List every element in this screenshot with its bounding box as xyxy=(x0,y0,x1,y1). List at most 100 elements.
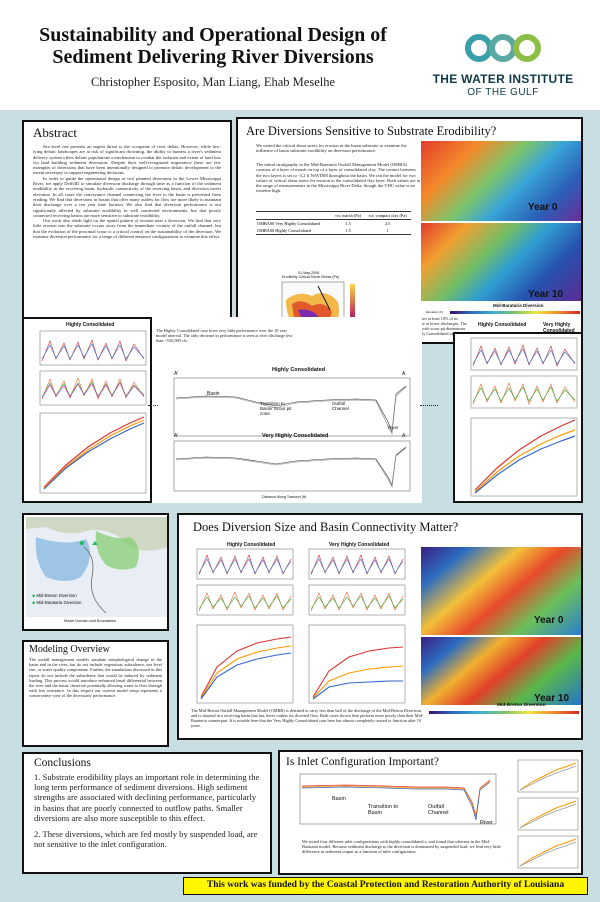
title-line-1: Sustainability and Operational Design of xyxy=(39,24,387,46)
poster-title: Sustainability and Operational Design of… xyxy=(18,24,408,68)
elevation-colorbar xyxy=(450,311,580,314)
table-cell: 1 xyxy=(386,228,389,233)
conclusion-2: 2. These diversions, which are fed mostl… xyxy=(34,829,258,850)
map-title: Erodibility Critical Shear Stress (Pa) xyxy=(282,275,340,279)
transect-hc-title: Highly Consolidated xyxy=(272,367,326,373)
abstract-paragraph-3: Our work also sheds light on the spatial… xyxy=(33,218,221,240)
terrain-year0-image xyxy=(421,141,581,221)
erodibility-stratigraphy: The initial stratigraphy in the Mid-Bara… xyxy=(256,162,421,194)
table-cell: OMBA00 Highly Consolidated xyxy=(257,228,311,233)
erodibility-title: Are Diversions Sensitive to Substrate Er… xyxy=(246,124,497,138)
transect-a-2: A xyxy=(402,433,406,439)
transect-transition-label: Transition to Basin/ Scour pit zone xyxy=(260,401,292,416)
transect-a-prime-1: A' xyxy=(174,371,179,377)
funding-banner: This work was funded by the Coastal Prot… xyxy=(183,877,588,895)
erodibility-intro: We varied the critical shear stress for … xyxy=(256,143,407,154)
table-cell: 2.5 xyxy=(384,221,391,226)
legend-barataria: ◆ Mid-Barataria Diversion xyxy=(32,600,81,606)
inlet-river-label: River xyxy=(480,820,493,826)
inlet-title: Is Inlet Configuration Important? xyxy=(286,756,439,768)
inlet-panel: Is Inlet Configuration Important? Basin … xyxy=(278,750,583,875)
inlet-series-charts xyxy=(517,759,579,869)
abstract-paragraph-1: Sea level rise presents an urgent threat… xyxy=(33,144,221,176)
logo-rings-icon xyxy=(465,34,541,62)
vhc-transect-chart xyxy=(173,440,411,492)
table-header-cell: τcr, marsh (Pa) xyxy=(335,213,361,218)
legend-breton-label: Mid-Breton Diversion xyxy=(36,593,77,598)
size-elevation-colorbar xyxy=(429,711,579,714)
inlet-basin-label: Basin xyxy=(332,796,346,802)
hc-series-title: Highly Consolidated xyxy=(66,322,115,328)
title-line-2: Sediment Delivering River Diversions xyxy=(52,46,374,68)
hc-series-charts xyxy=(39,330,147,494)
size-vhc-title: Very Highly Consolidated xyxy=(329,542,390,548)
transect-xlabel: Distance Along Transect (ft) xyxy=(262,495,307,499)
conclusions-title: Conclusions xyxy=(34,757,91,769)
vhc-series-charts xyxy=(470,337,578,497)
modeling-overview-title: Modeling Overview xyxy=(29,644,110,655)
abstract-title: Abstract xyxy=(33,125,78,140)
legend-barataria-label: Mid-Barataria Diversion xyxy=(36,600,82,605)
table-header-cell: τcr, compact clay (Pa) xyxy=(368,213,407,218)
map-date: 01-May-2008 xyxy=(298,271,320,275)
table-row: OMBA00 Highly Consolidated 1.5 1 xyxy=(256,227,411,235)
elevation-colorbar-label: Elevation (ft) xyxy=(426,310,443,314)
authors: Christopher Esposito, Man Liang, Ehab Me… xyxy=(90,75,336,89)
domain-map-panel: ◆ Mid-Breton Diversion ◆ Mid-Barataria D… xyxy=(22,513,169,631)
abstract-panel: Abstract Sea level rise presents an urge… xyxy=(22,120,232,319)
erodibility-panel: Are Diversions Sensitive to Substrate Er… xyxy=(236,117,583,344)
size-series-charts xyxy=(196,548,406,704)
size-hc-title: Highly Consolidated xyxy=(227,542,276,548)
abstract-paragraph-2: In order to guide the operational design… xyxy=(33,175,221,218)
transect-a-prime-2: A' xyxy=(174,433,179,439)
diversion-size-title: Does Diversion Size and Basin Connectivi… xyxy=(193,520,459,534)
domain-map-caption: Model Domain and Boundaries xyxy=(64,619,117,623)
vhc-right-label: Very Highly Consolidated xyxy=(543,322,575,334)
conclusion-1: 1. Substrate erodibility plays an import… xyxy=(34,772,260,823)
table-row: OMBA00 Very Highly Consolidated 1.5 2.5 xyxy=(256,220,411,228)
transect-outfall-label: Outfall Channel xyxy=(332,401,349,411)
logo-line-1: THE WATER INSTITUTE xyxy=(432,72,574,86)
erodibility-table: τcr, marsh (Pa) τcr, compact clay (Pa) O… xyxy=(256,211,411,235)
hc-performance-text: The Highly Consolidated case loses very … xyxy=(156,328,293,343)
poster-header: Sustainability and Operational Design of… xyxy=(0,0,600,110)
year0-label: Year 0 xyxy=(528,202,558,213)
transect-a-1: A xyxy=(402,371,406,377)
conclusions-panel: Conclusions 1. Substrate erodibility pla… xyxy=(22,752,272,874)
connector-left xyxy=(148,405,158,406)
terrain-year10-image xyxy=(421,223,581,301)
modeling-overview-text: The outfall management models simulate m… xyxy=(29,657,162,699)
legend-breton: ◆ Mid-Breton Diversion xyxy=(32,593,77,599)
transect-vhc-title: Very Highly Consolidated xyxy=(262,433,329,439)
water-institute-logo: THE WATER INSTITUTE OF THE GULF xyxy=(423,30,583,100)
table-cell: OMBA00 Very Highly Consolidated xyxy=(257,221,321,226)
breton-year0-image xyxy=(421,547,581,635)
inlet-outfall-label: Outfall Channel xyxy=(428,804,449,816)
inlet-transect-chart xyxy=(299,773,497,825)
funding-text: This work was funded by the Coastal Prot… xyxy=(206,880,565,890)
transect-panel: The Highly Consolidated case loses very … xyxy=(152,317,422,503)
connector-right xyxy=(420,405,438,406)
hc-transect-chart xyxy=(173,377,411,437)
transect-river-label: River xyxy=(388,425,399,430)
vhc-series-panel xyxy=(453,332,583,503)
logo-line-2: OF THE GULF xyxy=(467,87,539,98)
size-diversion-label: Mid-Breton Diversion xyxy=(497,703,546,708)
table-cell: 1.5 xyxy=(345,221,351,226)
terrain-diversion-label: Mid-Barataria Diversion xyxy=(493,303,544,308)
diversion-size-panel: Does Diversion Size and Basin Connectivi… xyxy=(177,513,583,740)
table-cell: 1.5 xyxy=(345,228,351,233)
table-header-cell xyxy=(256,212,332,220)
modeling-overview-panel: Modeling Overview The outfall management… xyxy=(22,640,169,747)
year10-label: Year 10 xyxy=(528,289,564,300)
hc-series-panel: Highly Consolidated xyxy=(22,317,152,503)
legend-breton-icon: ◆ xyxy=(32,593,37,598)
hc-right-label: Highly Consolidated xyxy=(478,322,527,328)
size-year0-label: Year 0 xyxy=(534,615,564,626)
transect-basin-label: Basin xyxy=(207,391,220,397)
legend-barataria-icon: ◆ xyxy=(32,600,37,605)
domain-map xyxy=(26,517,167,617)
inlet-text: We tested four different inlet configura… xyxy=(302,839,501,855)
breton-year10-image xyxy=(421,637,581,705)
inlet-transition-label: Transition to Basin xyxy=(368,804,399,816)
